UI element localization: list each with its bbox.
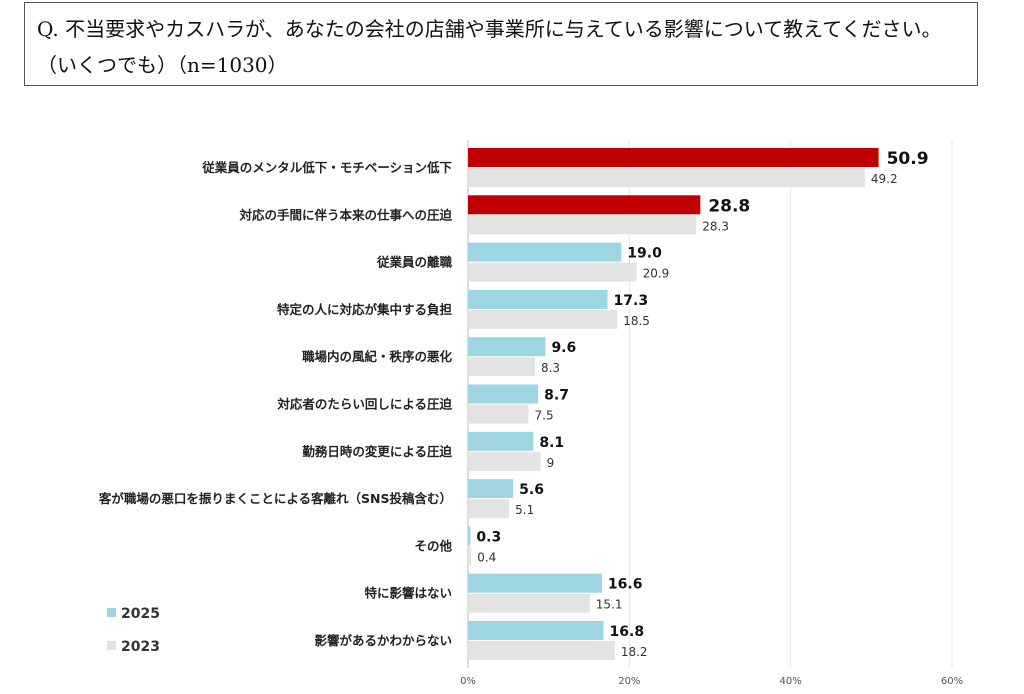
category-label: 影響があるかわからない <box>314 633 452 648</box>
data-label-2023: 18.2 <box>621 645 648 659</box>
data-label-2025: 8.7 <box>544 388 569 404</box>
bar-2025 <box>468 431 534 451</box>
legend-label-2023: 2023 <box>121 639 160 655</box>
data-label-2025: 0.3 <box>476 529 501 545</box>
data-label-2025: 9.6 <box>551 340 576 356</box>
data-label-2023: 0.4 <box>477 550 496 564</box>
bar-2023 <box>468 451 541 471</box>
question-box: Q. 不当要求やカスハラが、あなたの会社の店舗や事業所に与えている影響について教… <box>24 2 978 86</box>
x-tick-label: 0% <box>460 676 476 687</box>
x-tick-label: 20% <box>618 676 640 687</box>
data-label-2023: 5.1 <box>515 503 534 517</box>
category-label: 特に影響はない <box>364 586 452 601</box>
bar-2023 <box>468 593 590 613</box>
data-label-2023: 49.2 <box>871 172 898 186</box>
bar-2023 <box>468 499 510 519</box>
data-label-2025: 8.1 <box>539 435 564 451</box>
legend-swatch-2023 <box>107 641 116 650</box>
data-label-2025: 50.9 <box>887 149 929 169</box>
bar-2023 <box>468 357 535 377</box>
data-label-2023: 7.5 <box>535 409 554 423</box>
bar-2025 <box>468 384 539 404</box>
bar-2025 <box>468 479 514 499</box>
category-label: 対応者のたらい回しによる圧迫 <box>276 397 452 412</box>
category-label: 勤務日時の変更による圧迫 <box>302 444 452 459</box>
data-label-2025: 28.8 <box>708 196 750 216</box>
bar-2023 <box>468 546 472 566</box>
data-label-2023: 18.5 <box>623 314 650 328</box>
data-label-2025: 16.6 <box>608 577 643 593</box>
bar-2025 <box>468 621 604 640</box>
bar-2023 <box>468 262 637 282</box>
data-label-2025: 16.8 <box>610 624 645 640</box>
bar-2023 <box>468 404 529 424</box>
data-label-2025: 19.0 <box>627 246 662 262</box>
x-tick-label: 40% <box>780 676 802 687</box>
data-label-2023: 15.1 <box>596 598 623 612</box>
bar-2025 <box>468 242 622 262</box>
bar-2025 <box>468 337 546 357</box>
data-label-2025: 17.3 <box>614 293 649 309</box>
bar-2023 <box>468 641 615 660</box>
bar-2025 <box>468 195 701 215</box>
bar-2025 <box>468 289 608 309</box>
category-label: 特定の人に対応が集中する負担 <box>277 302 453 317</box>
data-label-2023: 8.3 <box>541 361 560 375</box>
bar-2025 <box>468 573 602 593</box>
data-label-2023: 20.9 <box>643 267 670 281</box>
category-label: 従業員の離職 <box>376 255 453 270</box>
data-label-2023: 9 <box>547 456 555 470</box>
bar-2023 <box>468 168 865 187</box>
bar-2025 <box>468 526 471 546</box>
legend-label-2025: 2025 <box>121 606 160 622</box>
bar-2025 <box>468 148 879 167</box>
category-label: 職場内の風紀・秩序の悪化 <box>302 349 453 364</box>
category-label: 客が職場の悪口を振りまくことによる客離れ（SNS投稿含む） <box>98 491 452 506</box>
bar-2023 <box>468 215 697 235</box>
category-label: 従業員のメンタル低下・モチベーション低下 <box>201 160 452 175</box>
legend-swatch-2025 <box>107 608 116 617</box>
data-label-2025: 5.6 <box>519 482 544 498</box>
bar-2023 <box>468 309 618 329</box>
x-tick-label: 60% <box>941 676 963 687</box>
data-label-2023: 28.3 <box>702 219 729 233</box>
category-label: その他 <box>414 538 452 553</box>
category-label: 対応の手間に伴う本来の仕事への圧迫 <box>238 207 452 222</box>
